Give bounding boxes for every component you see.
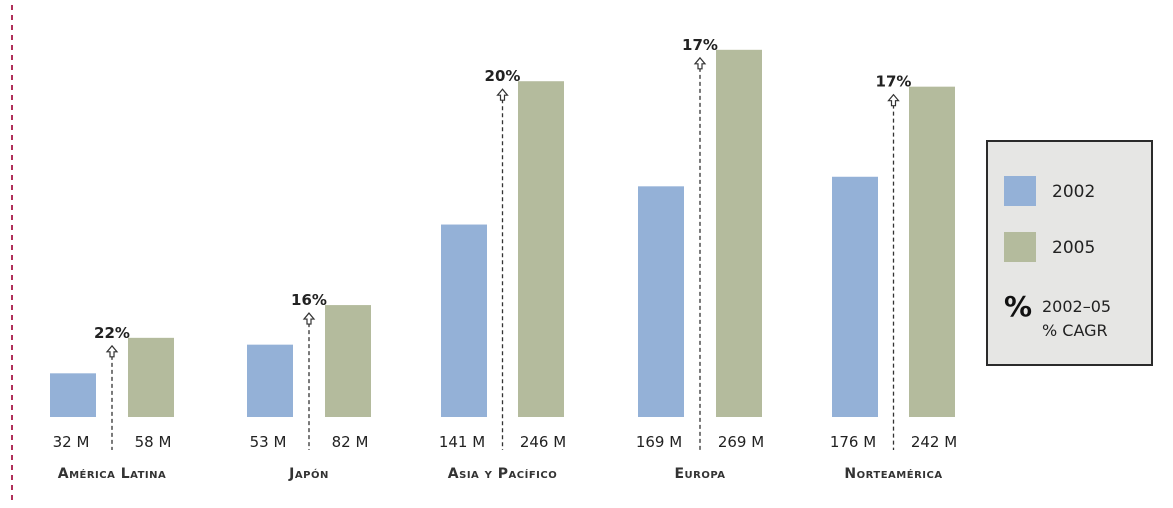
up-arrow-icon xyxy=(693,56,707,70)
value-label-2002: 32 M xyxy=(53,433,90,451)
legend-cagr-line2: % CAGR xyxy=(1042,321,1108,340)
legend: 2002 2005 % 2002–05 % CAGR xyxy=(986,140,1153,366)
category-label: Asia y Pacífico xyxy=(448,466,557,482)
bar-2002 xyxy=(832,176,878,417)
bar-2005 xyxy=(128,337,174,417)
value-label-2005: 82 M xyxy=(332,433,369,451)
value-label-2002: 169 M xyxy=(636,433,682,451)
value-label-2005: 242 M xyxy=(911,433,957,451)
legend-percent-symbol: % xyxy=(1004,290,1033,323)
category-label: Europa xyxy=(674,466,725,482)
legend-cagr-line1: 2002–05 xyxy=(1042,297,1112,316)
cagr-label: 17% xyxy=(876,73,912,91)
category-label: Norteamérica xyxy=(844,466,942,482)
value-label-2005: 246 M xyxy=(520,433,566,451)
up-arrow-icon xyxy=(496,88,509,101)
cagr-label: 22% xyxy=(94,324,130,342)
up-arrow-icon xyxy=(887,93,900,107)
cagr-label: 17% xyxy=(682,36,718,54)
bar-2005 xyxy=(909,86,955,418)
cagr-label: 16% xyxy=(291,291,327,309)
bar-2002 xyxy=(441,224,487,417)
value-label-2005: 269 M xyxy=(718,433,764,451)
bar-2002 xyxy=(638,186,684,417)
legend-swatch-2002 xyxy=(1004,176,1036,206)
value-label-2002: 53 M xyxy=(250,433,287,451)
up-arrow-icon xyxy=(302,312,316,325)
category-label: América Latina xyxy=(58,466,167,482)
legend-label-2002: 2002 xyxy=(1052,182,1096,202)
value-label-2002: 176 M xyxy=(830,433,876,451)
value-label-2005: 58 M xyxy=(135,433,172,451)
bar-2005 xyxy=(716,49,762,417)
up-arrow-icon xyxy=(105,344,119,358)
bar-2002 xyxy=(247,344,293,417)
chart-marks: 22% 32 M 58 M América Latina 16% 53 M 82 MJapó… xyxy=(50,36,957,482)
value-label-2002: 141 M xyxy=(439,433,485,451)
bar-2005 xyxy=(325,305,371,417)
category-label: Japón xyxy=(288,466,329,482)
bar-2002 xyxy=(50,373,96,417)
legend-label-2005: 2005 xyxy=(1052,238,1096,258)
legend-swatch-2005 xyxy=(1004,232,1036,262)
cagr-label: 20% xyxy=(485,67,521,85)
bar-2005 xyxy=(518,81,564,418)
